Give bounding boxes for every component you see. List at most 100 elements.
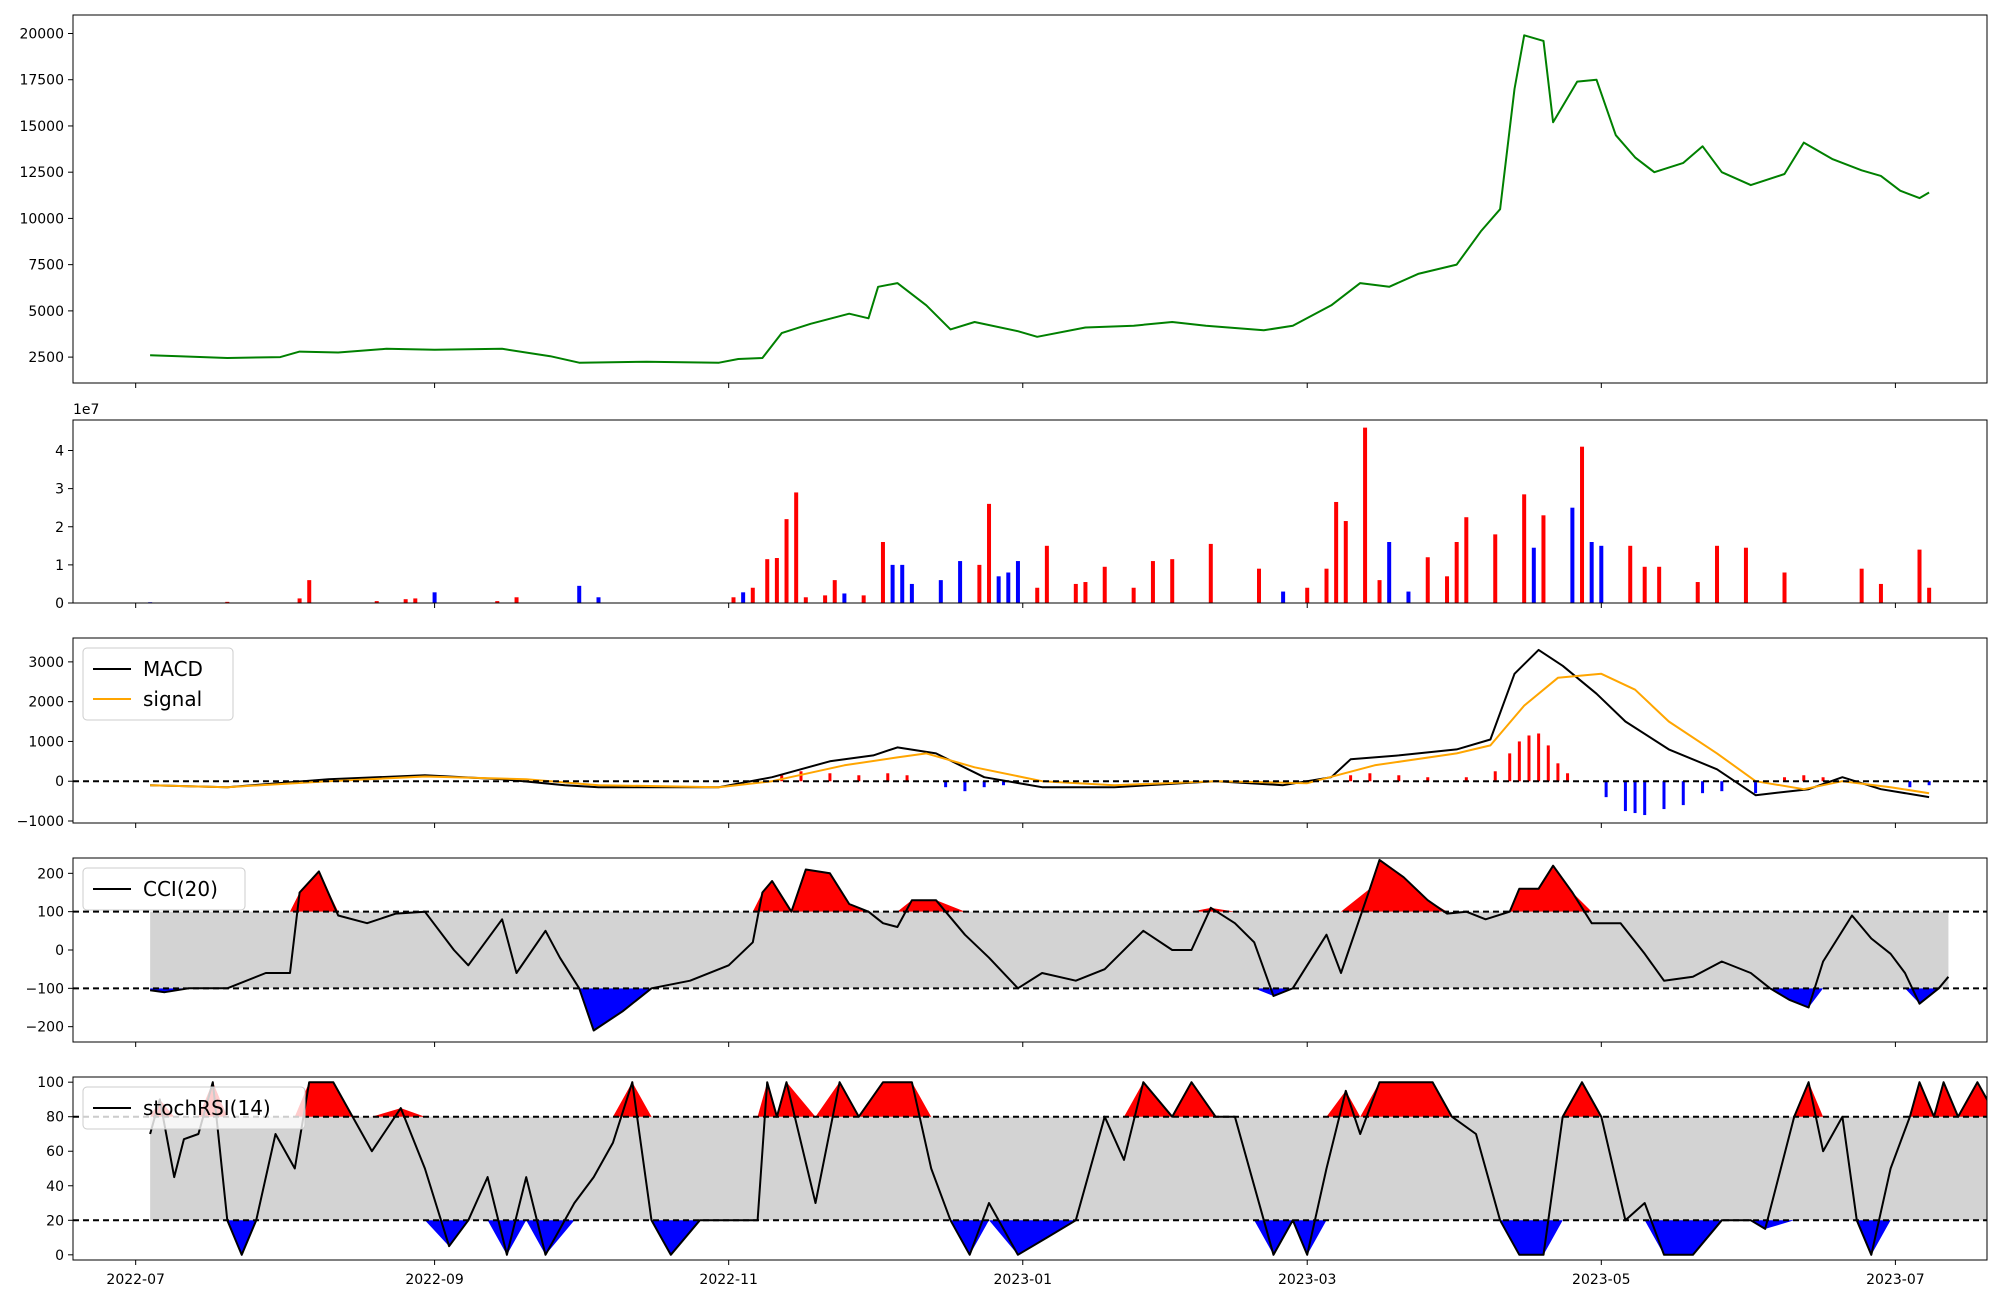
volume-bar (1541, 515, 1546, 603)
legend-box (82, 647, 234, 721)
volume-bar (1464, 517, 1469, 603)
y-tick-label: 17500 (19, 73, 64, 89)
chart-panels: 2500500075001000012500150001750020000012… (17, 14, 1988, 1288)
y-tick-label: 7500 (28, 258, 64, 274)
panel-frame (72, 14, 1988, 384)
panel-stochrsi: 0 20 40 60 80 100 2022-07 2022-09 2022-11 2023-01… (37, 1075, 1988, 1288)
y-tick-label: 0 (55, 596, 64, 612)
y-tick-label: 3 (55, 482, 64, 498)
y-tick-label: 1 (55, 558, 64, 574)
y-tick-label: 4 (55, 444, 64, 460)
volume-bar (1150, 561, 1155, 603)
volume-bar (413, 598, 418, 603)
y-tick-label: 80 (46, 1110, 64, 1126)
volume-bar (1570, 507, 1575, 603)
volume-bar (1377, 580, 1382, 603)
volume-bar (1170, 559, 1175, 603)
volume-bar (577, 585, 582, 603)
volume-bar (765, 559, 770, 603)
volume-bar (1927, 587, 1932, 603)
histogram-bar (944, 781, 948, 788)
volume-bar (1208, 543, 1213, 603)
oversold-fill (150, 988, 1949, 1031)
panel-frame (72, 637, 1988, 824)
y-tick-label: 100 (37, 1075, 64, 1091)
histogram-bar (1546, 745, 1550, 782)
histogram-bar (1527, 735, 1531, 782)
y-tick-label: 200 (37, 866, 64, 882)
volume-bar (1257, 568, 1262, 603)
y-tick-label: 20 (46, 1213, 64, 1229)
y-tick-label: 2500 (28, 350, 64, 366)
legend-label: signal (143, 687, 202, 711)
volume-bar (1131, 587, 1136, 603)
volume-bar (403, 599, 408, 603)
x-tick-label: 2023-01 (994, 1272, 1053, 1288)
y-tick-label: 0 (55, 1248, 64, 1264)
volume-bar (823, 595, 828, 603)
histogram-bar (1720, 781, 1724, 792)
histogram-bar (1349, 775, 1353, 782)
plot-area (148, 427, 1932, 603)
legend-label: stochRSI(14) (143, 1096, 271, 1120)
volume-bar (1006, 572, 1011, 603)
x-tick-label: 2023-05 (1572, 1272, 1631, 1288)
y-tick-label: 2000 (28, 695, 64, 711)
x-tick-label: 2022-07 (106, 1272, 165, 1288)
volume-bar (774, 558, 779, 603)
series-line-stochrsi-14- (149, 1081, 1987, 1256)
volume-bar (1445, 576, 1450, 603)
legend-box (82, 867, 246, 911)
volume-bar (803, 597, 808, 603)
volume-bar (297, 598, 302, 603)
y-tick-label: 100 (37, 905, 64, 921)
x-tick-label: 2022-11 (699, 1272, 758, 1288)
volume-bar (1878, 583, 1883, 603)
y-tick-label: 0 (55, 774, 64, 790)
volume-bar (495, 601, 500, 603)
histogram-bar (1397, 775, 1401, 782)
plot-area (150, 34, 1930, 364)
histogram-bar (1368, 773, 1372, 782)
volume-bar (996, 576, 1001, 603)
legend-label: CCI(20) (143, 877, 218, 901)
volume-bar (1343, 521, 1348, 603)
volume-bar (977, 564, 982, 603)
neutral-band (150, 911, 1949, 989)
plot-area (73, 1081, 1987, 1256)
histogram-bar (1821, 777, 1825, 782)
histogram-bar (1662, 781, 1666, 810)
volume-bar (731, 597, 736, 603)
y-tick-label: 0 (55, 943, 64, 959)
y-tick-label: 3000 (28, 655, 64, 671)
volume-bar (750, 587, 755, 603)
y-tick-label: 15000 (19, 119, 64, 135)
histogram-bar (1681, 781, 1685, 806)
volume-bar (1695, 582, 1700, 603)
volume-bar (1102, 566, 1107, 603)
histogram-bar (828, 773, 832, 782)
histogram-bar (1537, 733, 1541, 782)
plot-area (73, 648, 1987, 816)
volume-bar (794, 492, 799, 603)
volume-bar (1083, 582, 1088, 603)
overbought-fill (150, 1082, 1987, 1117)
histogram-bar (1927, 781, 1931, 786)
volume-bar (1642, 566, 1647, 603)
panel-volume: 0 1 2 3 4 1e7 (55, 402, 1988, 612)
panel-frame (72, 1076, 1988, 1261)
y-tick-label: −100 (26, 981, 64, 997)
volume-bar (1859, 568, 1864, 603)
volume-bar (1917, 549, 1922, 603)
volume-bar (1387, 542, 1392, 603)
panel-price: 2500 5000 7500 10000 12500 15000 17500 20000 (19, 14, 1988, 388)
panel-macd: −1000 0 1000 2000 3000 MACD signal (17, 637, 1988, 830)
histogram-bar (1754, 781, 1758, 794)
x-tick-label: 2023-03 (1278, 1272, 1337, 1288)
histogram-bar (1604, 781, 1608, 798)
volume-bar (1073, 583, 1078, 603)
volume-bar (784, 519, 789, 603)
volume-bar (1782, 572, 1787, 603)
x-tick-label: 2023-07 (1866, 1272, 1925, 1288)
panel-cci: −200 −100 0 100 200 CCI(20) (26, 857, 1988, 1047)
